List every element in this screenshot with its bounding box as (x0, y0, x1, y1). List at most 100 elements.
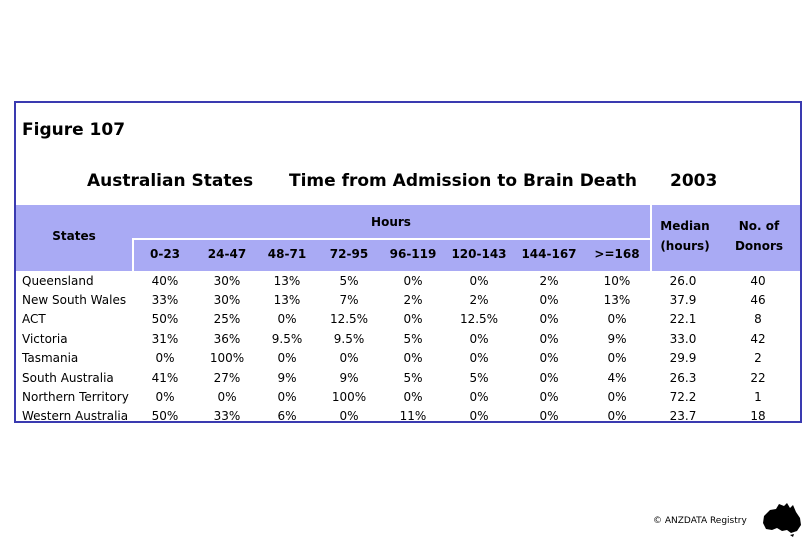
header-col-96-119: 96-119 (389, 247, 437, 261)
copyright-text: © ANZDATA Registry (653, 516, 747, 526)
median-cell: 37.9 (669, 293, 697, 308)
hours-percent-cell: 0% (469, 331, 489, 346)
hours-percent-cell: 12.5% (459, 312, 499, 327)
header-col-72-95: 72-95 (329, 247, 369, 261)
median-cell: 33.0 (669, 331, 697, 346)
header-states: States (52, 229, 96, 243)
header-donors-line2: Donors (734, 239, 784, 253)
median-cell: 72.2 (669, 390, 697, 405)
header-col-48-71: 48-71 (267, 247, 307, 261)
table-header: States Hours Median (hours) No. of Donor… (16, 205, 800, 271)
hours-percent-cell: 33% (213, 409, 241, 424)
hours-percent-cell: 100% (209, 351, 245, 366)
donors-cell: 42 (750, 331, 766, 346)
title-year: 2003 (670, 171, 718, 191)
hours-percent-cell: 30% (213, 273, 241, 288)
state-name: Victoria (22, 331, 68, 346)
header-col-168-plus: >=168 (594, 247, 640, 261)
hours-percent-cell: 0% (277, 312, 297, 327)
hours-percent-cell: 0% (539, 312, 559, 327)
median-cell: 22.1 (669, 312, 697, 327)
hours-percent-cell: 33% (151, 293, 179, 308)
hours-percent-cell: 0% (403, 312, 423, 327)
median-cell: 26.3 (669, 370, 697, 385)
table-row: Northern Territory 0% 0% 0% 100% 0% 0% 0% 0% 72.2… (16, 387, 800, 406)
hours-percent-cell: 0% (277, 351, 297, 366)
hours-percent-cell: 0% (469, 273, 489, 288)
hours-percent-cell: 0% (155, 351, 175, 366)
hours-percent-cell: 0% (607, 390, 627, 405)
hours-percent-cell: 0% (155, 390, 175, 405)
hours-percent-cell: 40% (151, 273, 179, 288)
header-col-144-167: 144-167 (521, 247, 577, 261)
hours-percent-cell: 0% (607, 312, 627, 327)
hours-percent-cell: 9.5% (271, 331, 303, 346)
table-row: Tasmania 0% 100% 0% 0% 0% 0% 0% 0% 29.9 2 (16, 349, 800, 368)
state-name: ACT (22, 312, 46, 327)
hours-percent-cell: 0% (469, 390, 489, 405)
donors-cell: 40 (750, 273, 766, 288)
hours-percent-cell: 50% (151, 312, 179, 327)
table-row: ACT 50% 25% 0% 12.5% 0% 12.5% 0% 0% 22.1 8 (16, 310, 800, 329)
hours-percent-cell: 0% (339, 351, 359, 366)
header-col-0-23: 0-23 (149, 247, 181, 261)
donors-cell: 1 (754, 390, 762, 405)
donors-cell: 8 (754, 312, 762, 327)
hours-percent-cell: 0% (539, 390, 559, 405)
hours-percent-cell: 0% (539, 409, 559, 424)
state-name: South Australia (22, 370, 114, 385)
hours-percent-cell: 6% (277, 409, 297, 424)
hours-percent-cell: 2% (469, 293, 489, 308)
hours-percent-cell: 11% (399, 409, 427, 424)
table-row: Victoria 31% 36% 9.5% 9.5% 5% 0% 0% 9% 33.0 42 (16, 329, 800, 348)
table-row: Western Australia 50% 33% 6% 0% 11% 0% 0% 0% 23.7… (16, 407, 800, 426)
figure-title: Figure 107 (22, 120, 126, 140)
hours-percent-cell: 2% (539, 273, 559, 288)
hours-percent-cell: 0% (469, 351, 489, 366)
state-name: Western Australia (22, 409, 129, 424)
state-name: Tasmania (22, 351, 79, 366)
median-cell: 29.9 (669, 351, 697, 366)
hours-percent-cell: 5% (469, 370, 489, 385)
table-row: South Australia 41% 27% 9% 9% 5% 5% 0% 4% 26.3 22 (16, 368, 800, 387)
hours-percent-cell: 13% (273, 273, 301, 288)
hours-percent-cell: 13% (603, 293, 631, 308)
donors-cell: 22 (750, 370, 766, 385)
hours-percent-cell: 41% (151, 370, 179, 385)
table-row: New South Wales 33% 30% 13% 7% 2% 2% 0% 13% 37.9 4… (16, 290, 800, 309)
hours-percent-cell: 5% (403, 370, 423, 385)
header-col-24-47: 24-47 (207, 247, 247, 261)
hours-percent-cell: 0% (607, 409, 627, 424)
australia-map-icon (763, 503, 801, 537)
hours-percent-cell: 0% (469, 409, 489, 424)
hours-percent-cell: 4% (607, 370, 627, 385)
hours-percent-cell: 0% (403, 351, 423, 366)
hours-percent-cell: 0% (217, 390, 237, 405)
hours-percent-cell: 12.5% (329, 312, 369, 327)
hours-percent-cell: 0% (539, 293, 559, 308)
hours-percent-cell: 0% (403, 273, 423, 288)
hours-percent-cell: 0% (277, 390, 297, 405)
figure-frame: Figure 107 Australian States Time from A… (14, 101, 802, 423)
hours-percent-cell: 25% (213, 312, 241, 327)
state-name: New South Wales (22, 293, 127, 308)
hours-percent-cell: 9.5% (333, 331, 365, 346)
hours-percent-cell: 0% (539, 370, 559, 385)
hours-percent-cell: 0% (403, 390, 423, 405)
table-row: Queensland 40% 30% 13% 5% 0% 0% 2% 10% 26.0 40 (16, 271, 800, 290)
hours-percent-cell: 0% (539, 351, 559, 366)
median-cell: 26.0 (669, 273, 697, 288)
state-name: Northern Territory (22, 390, 129, 405)
hours-percent-cell: 5% (403, 331, 423, 346)
header-donors-line1: No. of (738, 219, 780, 233)
hours-percent-cell: 10% (603, 273, 631, 288)
hours-percent-cell: 0% (339, 409, 359, 424)
title-time-admission-brain-death: Time from Admission to Brain Death (289, 171, 638, 191)
header-median-line1: Median (660, 219, 710, 233)
hours-percent-cell: 50% (151, 409, 179, 424)
title-australian-states: Australian States (87, 171, 254, 191)
donors-cell: 2 (754, 351, 762, 366)
donors-cell: 18 (750, 409, 766, 424)
state-name: Queensland (22, 273, 94, 288)
header-hours: Hours (371, 215, 411, 229)
